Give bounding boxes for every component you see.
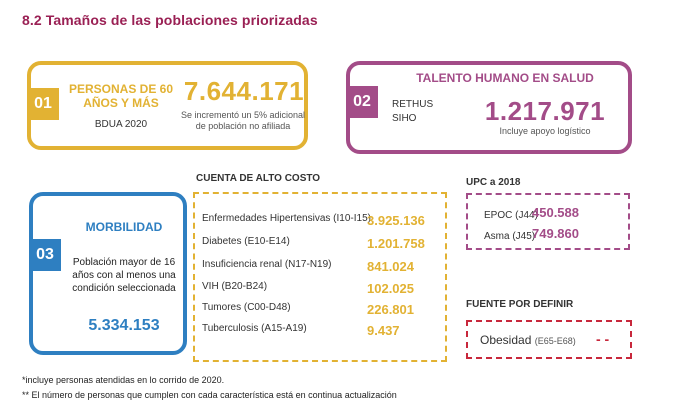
row-value: 841.024 [367, 259, 414, 274]
card-note-line: de población no afiliada [195, 121, 291, 131]
row-label: Obesidad [480, 333, 532, 347]
row-code: (E65-E68) [534, 336, 576, 346]
card-number-badge: 02 [346, 86, 378, 118]
section-heading-fpd: FUENTE POR DEFINIR [466, 299, 574, 310]
row-label: VIH (B20-B24) [202, 281, 268, 292]
cac-row: Diabetes (E10-E14) 1.201.758 [202, 236, 442, 254]
card-description: Población mayor de 16 años con al menos … [66, 256, 182, 295]
section-heading-cac: CUENTA DE ALTO COSTO [196, 173, 321, 184]
card-source: RETHUS [392, 99, 434, 110]
upc-row: Asma (J45) 749.860 [484, 226, 630, 244]
row-value: 3.925.136 [367, 213, 425, 228]
section-heading-upc: UPC a 2018 [466, 177, 521, 188]
cac-row: Enfermedades Hipertensivas (I10-I15) 3.9… [202, 213, 442, 231]
upc-box [466, 193, 630, 250]
card-source: BDUA 2020 [94, 119, 148, 130]
row-value: 226.801 [367, 302, 414, 317]
row-label: Tumores (C00-D48) [202, 302, 291, 313]
row-label: Asma (J45) [484, 231, 536, 242]
card-value: 5.334.153 [88, 317, 160, 334]
card-note: Se incrementó un 5% adicional de poblaci… [178, 110, 308, 132]
card-label: MORBILIDAD [85, 220, 163, 234]
cac-row: Tuberculosis (A15-A19) 9.437 [202, 323, 442, 341]
footnote: ** El número de personas que cumplen con… [22, 390, 397, 400]
row-label: Tuberculosis (A15-A19) [202, 323, 307, 334]
card-note: Incluye apoyo logístico [499, 126, 591, 136]
card-value: 7.644.171 [183, 76, 305, 106]
card-morbilidad [29, 192, 187, 355]
row-value: 9.437 [367, 323, 400, 338]
row-label: EPOC (J44) [484, 210, 538, 221]
row-label: Enfermedades Hipertensivas (I10-I15) [202, 213, 371, 224]
upc-row: EPOC (J44) 450.588 [484, 205, 630, 223]
card-desc-line: Población mayor de 16 [72, 257, 176, 268]
card-label-line: AÑOS Y MÁS [83, 96, 159, 110]
row-value: 102.025 [367, 281, 414, 296]
cac-row: Tumores (C00-D48) 226.801 [202, 302, 442, 320]
footnote: *incluye personas atendidas en lo corrid… [22, 375, 225, 385]
card-number-badge: 01 [27, 88, 59, 120]
card-desc-line: condición seleccionada [72, 283, 176, 294]
card-label: TALENTO HUMANO EN SALUD [416, 71, 594, 85]
card-number-badge: 03 [29, 239, 61, 271]
card-value: 1.217.971 [484, 96, 606, 126]
row-label: Insuficiencia renal (N17-N19) [202, 259, 332, 270]
row-value: 1.201.758 [367, 236, 425, 251]
card-desc-line: años con al menos una [72, 270, 176, 281]
row-value: 450.588 [532, 205, 579, 220]
card-label-line: PERSONAS DE 60 [68, 82, 174, 96]
card-note-line: Se incrementó un 5% adicional [180, 110, 306, 120]
page-title: 8.2 Tamaños de las poblaciones priorizad… [22, 12, 318, 28]
fpd-row-label: Obesidad (E65-E68) [480, 333, 576, 347]
card-source: SIHO [392, 113, 417, 124]
cac-row: Insuficiencia renal (N17-N19) 841.024 [202, 259, 442, 277]
row-label: Diabetes (E10-E14) [202, 236, 290, 247]
row-value: 749.860 [532, 226, 579, 241]
card-label: PERSONAS DE 60 AÑOS Y MÁS [68, 82, 174, 110]
fpd-box [466, 320, 632, 359]
cac-box [193, 192, 447, 362]
cac-row: VIH (B20-B24) 102.025 [202, 281, 442, 299]
row-value: - - [596, 331, 610, 347]
